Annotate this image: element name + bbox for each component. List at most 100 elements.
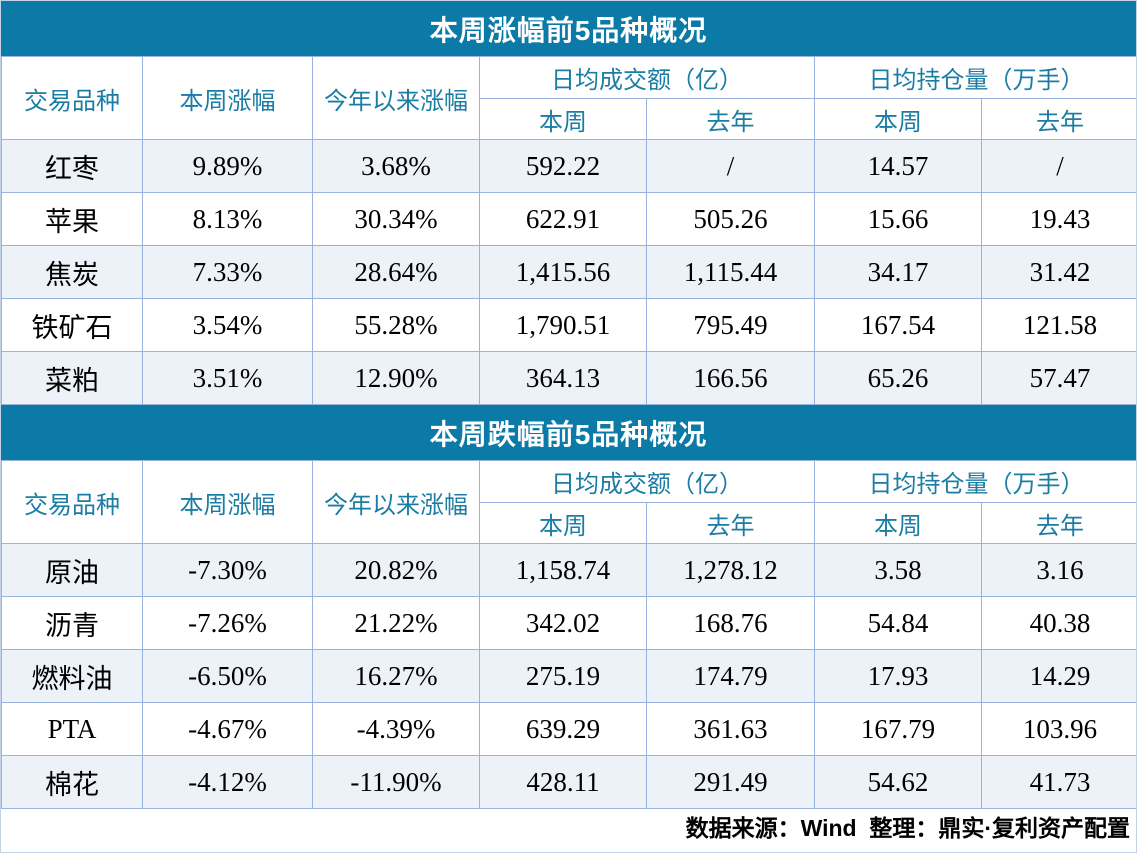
cell-oi-lastyear: 57.47 [981, 351, 1136, 405]
cell-ytd-change: 28.64% [312, 245, 480, 299]
cell-variety: 原油 [1, 543, 143, 597]
gainers-table: 交易品种 本周涨幅 今年以来涨幅 日均成交额（亿） 日均持仓量（万手） 本周 去… [1, 56, 1136, 405]
cell-ytd-change: 55.28% [312, 298, 480, 352]
col-header-variety: 交易品种 [1, 460, 143, 544]
gainers-header-row-sub: 本周 去年 本周 去年 [2, 98, 1136, 140]
cell-week-change: -4.67% [142, 702, 313, 756]
cell-oi-lastyear: 19.43 [981, 192, 1136, 246]
cell-oi-week: 14.57 [814, 139, 982, 193]
col-header-avg-open-interest-group: 日均持仓量（万手） [814, 460, 1136, 503]
cell-variety: 红枣 [1, 139, 143, 193]
table-row: 原油 -7.30% 20.82% 1,158.74 1,278.12 3.58 … [1, 543, 1136, 597]
col-header-variety: 交易品种 [1, 56, 143, 140]
table-row: PTA -4.67% -4.39% 639.29 361.63 167.79 1… [1, 702, 1136, 756]
cell-ytd-change: 21.22% [312, 596, 480, 650]
cell-turnover-lastyear: 168.76 [646, 596, 815, 650]
table-row: 菜粕 3.51% 12.90% 364.13 166.56 65.26 57.4… [1, 351, 1136, 405]
cell-oi-week: 167.79 [814, 702, 982, 756]
cell-turnover-lastyear: 174.79 [646, 649, 815, 703]
cell-week-change: -6.50% [142, 649, 313, 703]
table-row: 沥青 -7.26% 21.22% 342.02 168.76 54.84 40.… [1, 596, 1136, 650]
cell-turnover-lastyear: 361.63 [646, 702, 815, 756]
cell-turnover-lastyear: 1,115.44 [646, 245, 815, 299]
subcol-turnover-lastyear: 去年 [646, 98, 815, 140]
subcol-oi-lastyear: 去年 [981, 502, 1136, 544]
cell-turnover-week: 364.13 [479, 351, 647, 405]
cell-week-change: 7.33% [142, 245, 313, 299]
cell-turnover-lastyear: 291.49 [646, 755, 815, 809]
cell-turnover-week: 1,415.56 [479, 245, 647, 299]
cell-oi-week: 167.54 [814, 298, 982, 352]
table-row: 棉花 -4.12% -11.90% 428.11 291.49 54.62 41… [1, 755, 1136, 809]
cell-variety: 菜粕 [1, 351, 143, 405]
cell-variety: 棉花 [1, 755, 143, 809]
subcol-oi-week: 本周 [814, 98, 982, 140]
cell-ytd-change: 12.90% [312, 351, 480, 405]
subcol-turnover-week: 本周 [479, 502, 647, 544]
cell-ytd-change: 30.34% [312, 192, 480, 246]
col-header-avg-turnover-group: 日均成交额（亿） [479, 56, 815, 99]
col-header-week-change: 本周涨幅 [142, 460, 313, 544]
losers-title: 本周跌幅前5品种概况 [429, 418, 708, 450]
cell-oi-lastyear: 14.29 [981, 649, 1136, 703]
cell-oi-week: 54.84 [814, 596, 982, 650]
gainers-title: 本周涨幅前5品种概况 [429, 14, 708, 46]
gainers-title-bar: 本周涨幅前5品种概况 [1, 1, 1136, 56]
cell-week-change: 3.54% [142, 298, 313, 352]
cell-variety: 苹果 [1, 192, 143, 246]
cell-ytd-change: 16.27% [312, 649, 480, 703]
cell-turnover-lastyear: 505.26 [646, 192, 815, 246]
losers-title-bar: 本周跌幅前5品种概况 [1, 405, 1136, 460]
cell-oi-week: 65.26 [814, 351, 982, 405]
cell-oi-lastyear: 41.73 [981, 755, 1136, 809]
cell-oi-week: 34.17 [814, 245, 982, 299]
subcol-oi-lastyear: 去年 [981, 98, 1136, 140]
col-header-ytd-change: 今年以来涨幅 [312, 56, 480, 140]
cell-ytd-change: 3.68% [312, 139, 480, 193]
table-row: 燃料油 -6.50% 16.27% 275.19 174.79 17.93 14… [1, 649, 1136, 703]
cell-ytd-change: -11.90% [312, 755, 480, 809]
cell-oi-lastyear: / [981, 139, 1136, 193]
cell-week-change: 8.13% [142, 192, 313, 246]
table-row: 红枣 9.89% 3.68% 592.22 / 14.57 / [1, 139, 1136, 193]
cell-variety: PTA [1, 702, 143, 756]
cell-oi-week: 3.58 [814, 543, 982, 597]
cell-ytd-change: 20.82% [312, 543, 480, 597]
losers-header-row-top: 交易品种 本周涨幅 今年以来涨幅 日均成交额（亿） 日均持仓量（万手） [1, 460, 1136, 544]
cell-oi-lastyear: 121.58 [981, 298, 1136, 352]
col-header-week-change: 本周涨幅 [142, 56, 313, 140]
subcol-oi-week: 本周 [814, 502, 982, 544]
cell-week-change: 3.51% [142, 351, 313, 405]
table-row: 苹果 8.13% 30.34% 622.91 505.26 15.66 19.4… [1, 192, 1136, 246]
cell-turnover-week: 592.22 [479, 139, 647, 193]
cell-turnover-week: 622.91 [479, 192, 647, 246]
cell-turnover-week: 428.11 [479, 755, 647, 809]
cell-turnover-lastyear: 795.49 [646, 298, 815, 352]
losers-header-row-sub: 本周 去年 本周 去年 [2, 502, 1136, 544]
table-row: 铁矿石 3.54% 55.28% 1,790.51 795.49 167.54 … [1, 298, 1136, 352]
col-header-avg-turnover-group: 日均成交额（亿） [479, 460, 815, 503]
table-row: 焦炭 7.33% 28.64% 1,415.56 1,115.44 34.17 … [1, 245, 1136, 299]
source-note: 数据来源：Wind 整理：鼎实·复利资产配置 [1, 809, 1136, 843]
cell-turnover-week: 342.02 [479, 596, 647, 650]
cell-turnover-lastyear: 166.56 [646, 351, 815, 405]
subcol-turnover-week: 本周 [479, 98, 647, 140]
cell-oi-lastyear: 103.96 [981, 702, 1136, 756]
cell-turnover-week: 1,158.74 [479, 543, 647, 597]
cell-oi-week: 15.66 [814, 192, 982, 246]
col-header-ytd-change: 今年以来涨幅 [312, 460, 480, 544]
losers-table: 交易品种 本周涨幅 今年以来涨幅 日均成交额（亿） 日均持仓量（万手） 本周 去… [1, 460, 1136, 809]
cell-oi-lastyear: 3.16 [981, 543, 1136, 597]
cell-week-change: 9.89% [142, 139, 313, 193]
cell-turnover-week: 639.29 [479, 702, 647, 756]
cell-turnover-lastyear: 1,278.12 [646, 543, 815, 597]
subcol-turnover-lastyear: 去年 [646, 502, 815, 544]
cell-week-change: -4.12% [142, 755, 313, 809]
cell-turnover-week: 275.19 [479, 649, 647, 703]
cell-week-change: -7.26% [142, 596, 313, 650]
cell-turnover-week: 1,790.51 [479, 298, 647, 352]
cell-turnover-lastyear: / [646, 139, 815, 193]
cell-oi-lastyear: 31.42 [981, 245, 1136, 299]
cell-variety: 焦炭 [1, 245, 143, 299]
